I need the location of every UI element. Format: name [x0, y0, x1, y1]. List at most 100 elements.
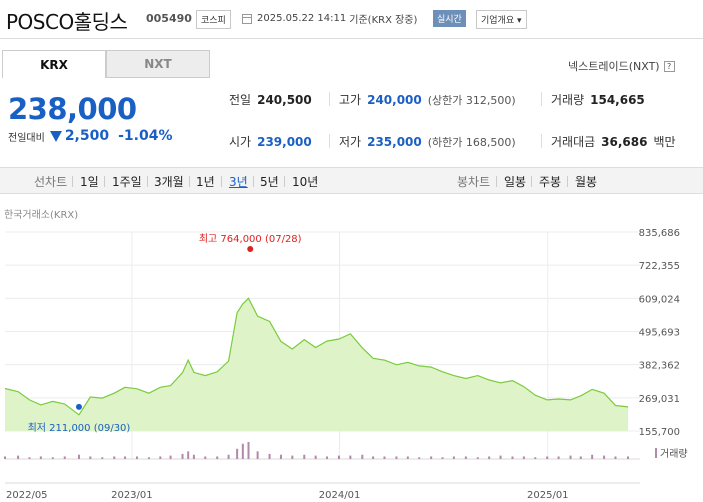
- volume-bar: [159, 456, 162, 459]
- nxt-link[interactable]: 넥스트레이드(NXT) ?: [568, 58, 675, 74]
- volume-bars: [4, 442, 629, 459]
- help-icon[interactable]: ?: [663, 60, 675, 72]
- calendar-icon: [242, 13, 252, 24]
- quote-low: 저가 235,000 (하한가 168,500): [339, 133, 516, 150]
- high-label: 최고 764,000 (07/28): [199, 233, 302, 245]
- change-value: 2,500: [64, 128, 110, 144]
- quote-unit: 백만: [653, 135, 676, 149]
- period-bar: 선차트 1일 1주일 3개월 1년 3년 5년 10년 봉차트 일봉 주봉 월봉: [0, 167, 703, 194]
- market-badge: 코스피: [196, 10, 231, 29]
- volume-bar: [303, 454, 306, 459]
- header-divider: [0, 38, 703, 39]
- timestamp: 2025.05.22 14:11: [257, 13, 347, 24]
- volume-bar: [187, 451, 190, 459]
- y-tick-label: 269,031: [639, 394, 680, 405]
- volume-bar: [372, 456, 375, 459]
- quote-label: 고가: [339, 93, 362, 107]
- volume-bar: [326, 456, 329, 459]
- quote-value: 240,500: [257, 93, 312, 107]
- volume-bar: [522, 456, 525, 459]
- volume-bar: [216, 456, 219, 459]
- volume-bar: [256, 451, 259, 459]
- period-divider: [189, 176, 190, 187]
- volume-bar: [361, 454, 364, 459]
- candle-monthly[interactable]: 월봉: [575, 175, 598, 189]
- period-divider: [531, 176, 532, 187]
- upper-limit: (상한가 312,500): [427, 94, 516, 107]
- x-tick-label: 2025/01: [527, 490, 569, 501]
- volume-bar: [169, 455, 172, 459]
- lower-limit: (하한가 168,500): [427, 136, 516, 149]
- volume-bar: [614, 456, 617, 459]
- stock-header: POSCO홀딩스 005490 코스피 2025.05.22 14:11 기준(…: [0, 0, 703, 38]
- current-price: 238,000: [8, 92, 137, 126]
- x-tick-label: 2024/01: [319, 490, 361, 501]
- period-divider: [253, 176, 254, 187]
- volume-bar: [227, 454, 230, 459]
- volume-bar: [579, 456, 582, 459]
- realtime-badge[interactable]: 실시간: [433, 10, 466, 27]
- volume-bar: [17, 455, 20, 459]
- period-10y[interactable]: 10년: [292, 175, 319, 189]
- low-marker: [75, 403, 82, 410]
- volume-bar: [499, 455, 502, 459]
- volume-bar: [147, 457, 150, 459]
- period-3m[interactable]: 3개월: [154, 175, 184, 189]
- volume-bar: [63, 456, 66, 459]
- price-area-fill: [5, 298, 628, 431]
- period-3y[interactable]: 3년: [229, 175, 248, 189]
- y-tick-label: 835,686: [639, 228, 680, 239]
- candle-daily[interactable]: 일봉: [504, 175, 527, 189]
- quote-value: 240,000: [367, 93, 422, 107]
- volume-bar: [418, 457, 421, 459]
- price-chart[interactable]: 835,686 722,355 609,024 495,693 382,362 269,0…: [0, 220, 703, 502]
- period-divider: [284, 176, 285, 187]
- quote-high: 고가 240,000 (상한가 312,500): [339, 91, 516, 108]
- low-label: 최저 211,000 (09/30): [28, 422, 131, 434]
- chart-annotations: 최고 764,000 (07/28) 최저 211,000 (09/30): [28, 233, 302, 434]
- company-overview-button[interactable]: 기업개요 ▾: [476, 10, 527, 29]
- volume-bar: [430, 456, 433, 459]
- period-1y[interactable]: 1년: [196, 175, 215, 189]
- volume-bar: [101, 457, 104, 459]
- quote-label: 시가: [229, 135, 252, 149]
- tab-nxt[interactable]: NXT: [106, 50, 210, 78]
- period-1d[interactable]: 1일: [80, 175, 99, 189]
- change-percent: -1.04%: [118, 128, 173, 144]
- high-marker: [247, 246, 254, 252]
- price-change: 전일대비 2,500 -1.04%: [8, 128, 173, 144]
- volume-bar: [51, 457, 54, 459]
- volume-bar: [247, 442, 250, 459]
- volume-bar: [488, 456, 491, 459]
- quote-label: 거래량: [551, 93, 585, 107]
- volume-bar: [511, 456, 514, 459]
- volume-bar: [124, 456, 127, 459]
- volume-bar: [39, 456, 42, 459]
- period-divider: [147, 176, 148, 187]
- price-line: [4, 297, 629, 416]
- quote-prev-close: 전일 240,500: [229, 91, 312, 108]
- quote-label: 전일: [229, 93, 252, 107]
- candle-chart-label: 봉차트: [457, 175, 491, 189]
- period-5y[interactable]: 5년: [260, 175, 279, 189]
- volume-bar: [546, 456, 549, 459]
- tab-krx[interactable]: KRX: [2, 50, 106, 78]
- quote-grid: 전일 240,500 고가 240,000 (상한가 312,500) 거래량 …: [220, 88, 703, 158]
- volume-bar: [268, 453, 271, 459]
- nxt-link-label: 넥스트레이드(NXT): [568, 60, 660, 73]
- volume-bar: [77, 454, 80, 459]
- volume-bar: [4, 456, 6, 459]
- candle-weekly[interactable]: 주봉: [539, 175, 562, 189]
- chart-ticks: 835,686 722,355 609,024 495,693 382,362 269,0…: [6, 228, 688, 501]
- quote-label: 거래대금: [551, 135, 596, 149]
- volume-bar: [314, 455, 317, 459]
- volume-legend-marker: [655, 448, 657, 458]
- period-1w[interactable]: 1주일: [112, 175, 142, 189]
- period-divider: [221, 176, 222, 187]
- period-divider: [104, 176, 105, 187]
- y-tick-label: 155,700: [639, 427, 680, 438]
- y-tick-label: 382,362: [639, 361, 680, 372]
- volume-bar: [441, 457, 444, 459]
- x-tick-label: 2022/05: [6, 490, 48, 501]
- volume-bar: [241, 443, 244, 459]
